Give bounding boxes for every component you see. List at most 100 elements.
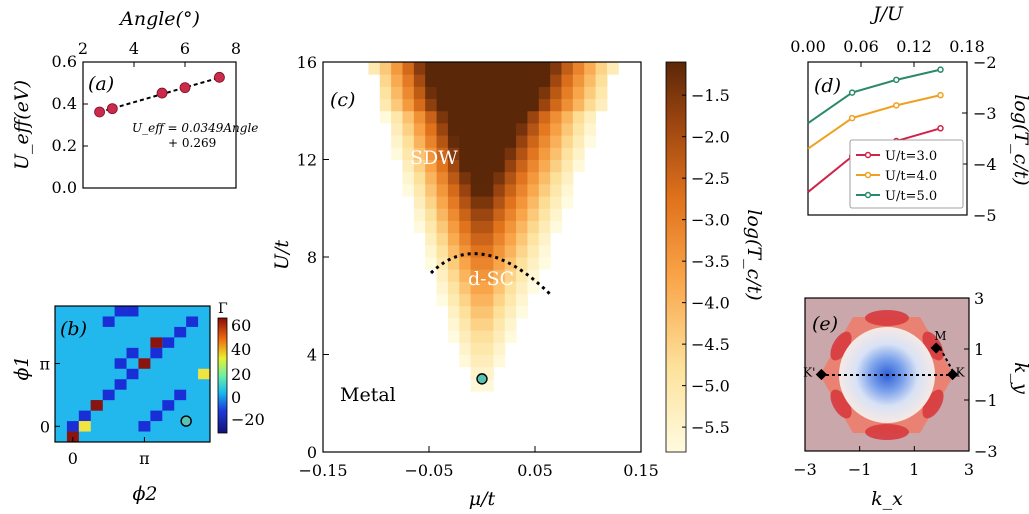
panel-a-point (214, 71, 225, 83)
panel-c-cell (538, 147, 551, 160)
panel-c-cell (538, 171, 551, 185)
panel-c-cell (561, 98, 574, 112)
panel-b-cell-red (66, 431, 79, 442)
panel-c-colorbar (665, 61, 687, 453)
panel-c-cell (459, 305, 472, 319)
panel-c-cell (447, 244, 460, 258)
panel-c-cell (516, 293, 528, 307)
panel-c-cell (482, 183, 494, 197)
panel-c-cell (447, 232, 460, 246)
panel-c-colorbar-tick: −4.0 (691, 294, 730, 313)
panel-c-cell (459, 269, 472, 282)
panel-c-cell (482, 208, 494, 221)
panel-c-ylabel: U/t (271, 240, 293, 270)
panel-c-cell (516, 74, 528, 87)
panel-d-series-line (807, 94, 941, 150)
panel-c-colorbar-tick: −2.0 (691, 128, 730, 147)
panel-c-cell (368, 62, 381, 75)
panel-b-cell-blue (126, 347, 139, 359)
panel-c-cell (391, 98, 403, 112)
panel-c-cell (447, 74, 460, 87)
panel-c-cell (482, 257, 494, 270)
panel-c-cell (470, 98, 483, 112)
panel-c-cell (436, 208, 449, 221)
panel-c-cell (595, 74, 608, 87)
panel-b-cell-red (150, 337, 163, 348)
panel-c-xtick-label: −0.05 (404, 461, 453, 480)
panel-c-cell (482, 232, 494, 246)
panel-c-cell (561, 183, 574, 197)
panel-c-colorbar-tick: −5.5 (691, 418, 730, 437)
panel-c-cell (425, 159, 438, 173)
panel-c-cell (482, 281, 494, 295)
panel-c-cell (459, 244, 472, 258)
panel-c-cell (391, 62, 403, 75)
panel-c-cell (413, 74, 426, 87)
panel-c-cell (527, 98, 540, 112)
panel-b-colorbar-tick: 40 (231, 340, 251, 359)
panel-c-cell (391, 110, 403, 124)
panel-c-cell (516, 208, 528, 221)
panel-c-cell (447, 98, 460, 112)
panel-c-region-dsc: d-SC (468, 268, 514, 290)
panel-c-cell (447, 171, 460, 185)
panel-a-xtick-label: 6 (180, 39, 190, 58)
panel-c-cell (470, 257, 483, 270)
panel-b-cell-red (138, 358, 151, 369)
panel-c-cell (413, 86, 426, 100)
panel-c-cell (550, 147, 562, 160)
panel-c-xtick-label: −0.15 (298, 461, 347, 480)
panel-e-kpoint (946, 368, 959, 381)
panel-c-cell (425, 257, 438, 270)
panel-c-cell (413, 110, 426, 124)
panel-c-cell (493, 147, 506, 160)
panel-d-legend-label: U/t=3.0 (885, 149, 937, 164)
panel-c-cell (413, 171, 426, 185)
panel-e-frame (804, 297, 970, 452)
panel-c-cell (516, 159, 528, 173)
panel-c-cell (447, 122, 460, 136)
panel-c-cell (493, 110, 506, 124)
panel-e-kpoint (815, 368, 828, 381)
panel-c-cell (516, 147, 528, 160)
panel-c-cell (527, 159, 540, 173)
panel-c-cell (425, 122, 438, 136)
panel-c-cell (447, 110, 460, 124)
panel-e: K' K M (e) −3 −1 1 3 3 1 −1 −3 k_x k_y (793, 289, 1029, 510)
panel-a-xlabel: Angle(°) (118, 8, 200, 30)
panel-b-ytick-label: 0 (40, 417, 50, 436)
panel-d-ytick-label: −2 (973, 53, 997, 72)
panel-c-cell (504, 244, 517, 258)
panel-c-cell (425, 110, 438, 124)
panel-c-cell (493, 281, 506, 295)
panel-c-cell (402, 62, 415, 75)
panel-b-xtick-label: π (139, 449, 150, 468)
panel-b-colorbar-label: Γ (218, 301, 228, 317)
panel-d: (d) 0.00 0.06 0.12 0.18−2 −3 −4 −5 J/U log(T_c… (790, 3, 1029, 225)
panel-c-cell (379, 86, 392, 100)
panel-c-cell (493, 244, 506, 258)
panel-c-cell (561, 74, 574, 87)
panel-c-cell (413, 147, 426, 160)
panel-c-cell (482, 147, 494, 160)
panel-c-cell (595, 62, 608, 75)
panel-c-cell (425, 232, 438, 246)
panel-b-colorbar-tick: −20 (231, 410, 265, 429)
panel-d-series-point (848, 89, 856, 96)
panel-c-cell (436, 159, 449, 173)
panel-c-cell (402, 147, 415, 160)
panel-c-cell (584, 98, 597, 112)
panel-b-cell-blue (174, 326, 187, 338)
panel-c-cell (527, 208, 540, 221)
panel-b-cell-blue (138, 421, 151, 432)
panel-c-cell (516, 62, 528, 75)
panel-e-kpoint-label: K' (803, 366, 815, 380)
panel-c-cell (606, 62, 619, 75)
panel-d-legend-label: U/t=4.0 (885, 169, 937, 184)
panel-c-ytick-label: 0 (307, 443, 317, 462)
panel-c-cell (584, 86, 597, 100)
panel-c-cell (493, 330, 506, 343)
panel-c-cell (470, 135, 483, 148)
panel-c-cell (516, 305, 528, 319)
panel-c-cell (470, 342, 483, 355)
